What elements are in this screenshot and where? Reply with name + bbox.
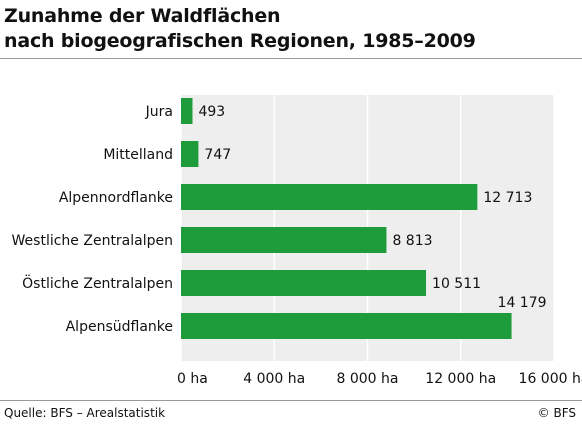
bottom-divider	[0, 400, 582, 401]
value-label-3: 8 813	[392, 233, 432, 249]
value-label-5: 14 179	[498, 295, 547, 311]
x-tick-label-0: 0 ha	[177, 371, 208, 387]
x-tick-label-2: 8 000 ha	[337, 371, 399, 387]
bar-2	[181, 184, 478, 210]
value-label-1: 747	[204, 147, 231, 163]
value-label-2: 12 713	[483, 190, 532, 206]
value-label-0: 493	[198, 104, 225, 120]
chart-title-line-2: nach biogeografischen Regionen, 1985–200…	[4, 30, 476, 52]
bar-chart: Jura 493 Mittelland 747 Alpennordflanke 12 71…	[12, 95, 582, 387]
x-tick-label-3: 12 000 ha	[425, 371, 496, 387]
category-label-3: Westliche Zentralalpen	[12, 233, 173, 249]
x-tick-label-1: 4 000 ha	[243, 371, 305, 387]
bar-5	[181, 313, 512, 339]
x-tick-label-4: 16 000 ha	[519, 371, 582, 387]
category-label-4: Östliche Zentralalpen	[22, 274, 173, 292]
bar-0	[181, 98, 193, 124]
value-label-4: 10 511	[432, 276, 481, 292]
category-label-0: Jura	[145, 104, 173, 120]
category-label-5: Alpensüdflanke	[66, 319, 173, 335]
bar-1	[181, 141, 199, 167]
bar-4	[181, 270, 427, 296]
category-label-1: Mittelland	[103, 147, 173, 163]
category-label-2: Alpennordflanke	[59, 190, 173, 206]
source-note: Quelle: BFS – Arealstatistik	[4, 406, 166, 420]
copyright-note: © BFS	[537, 406, 576, 420]
chart-title-line-1: Zunahme der Waldflächen	[4, 5, 281, 27]
top-divider	[0, 58, 582, 59]
bar-3	[181, 227, 387, 253]
chart-title: Zunahme der Waldflächen nach biogeografi…	[4, 4, 574, 54]
